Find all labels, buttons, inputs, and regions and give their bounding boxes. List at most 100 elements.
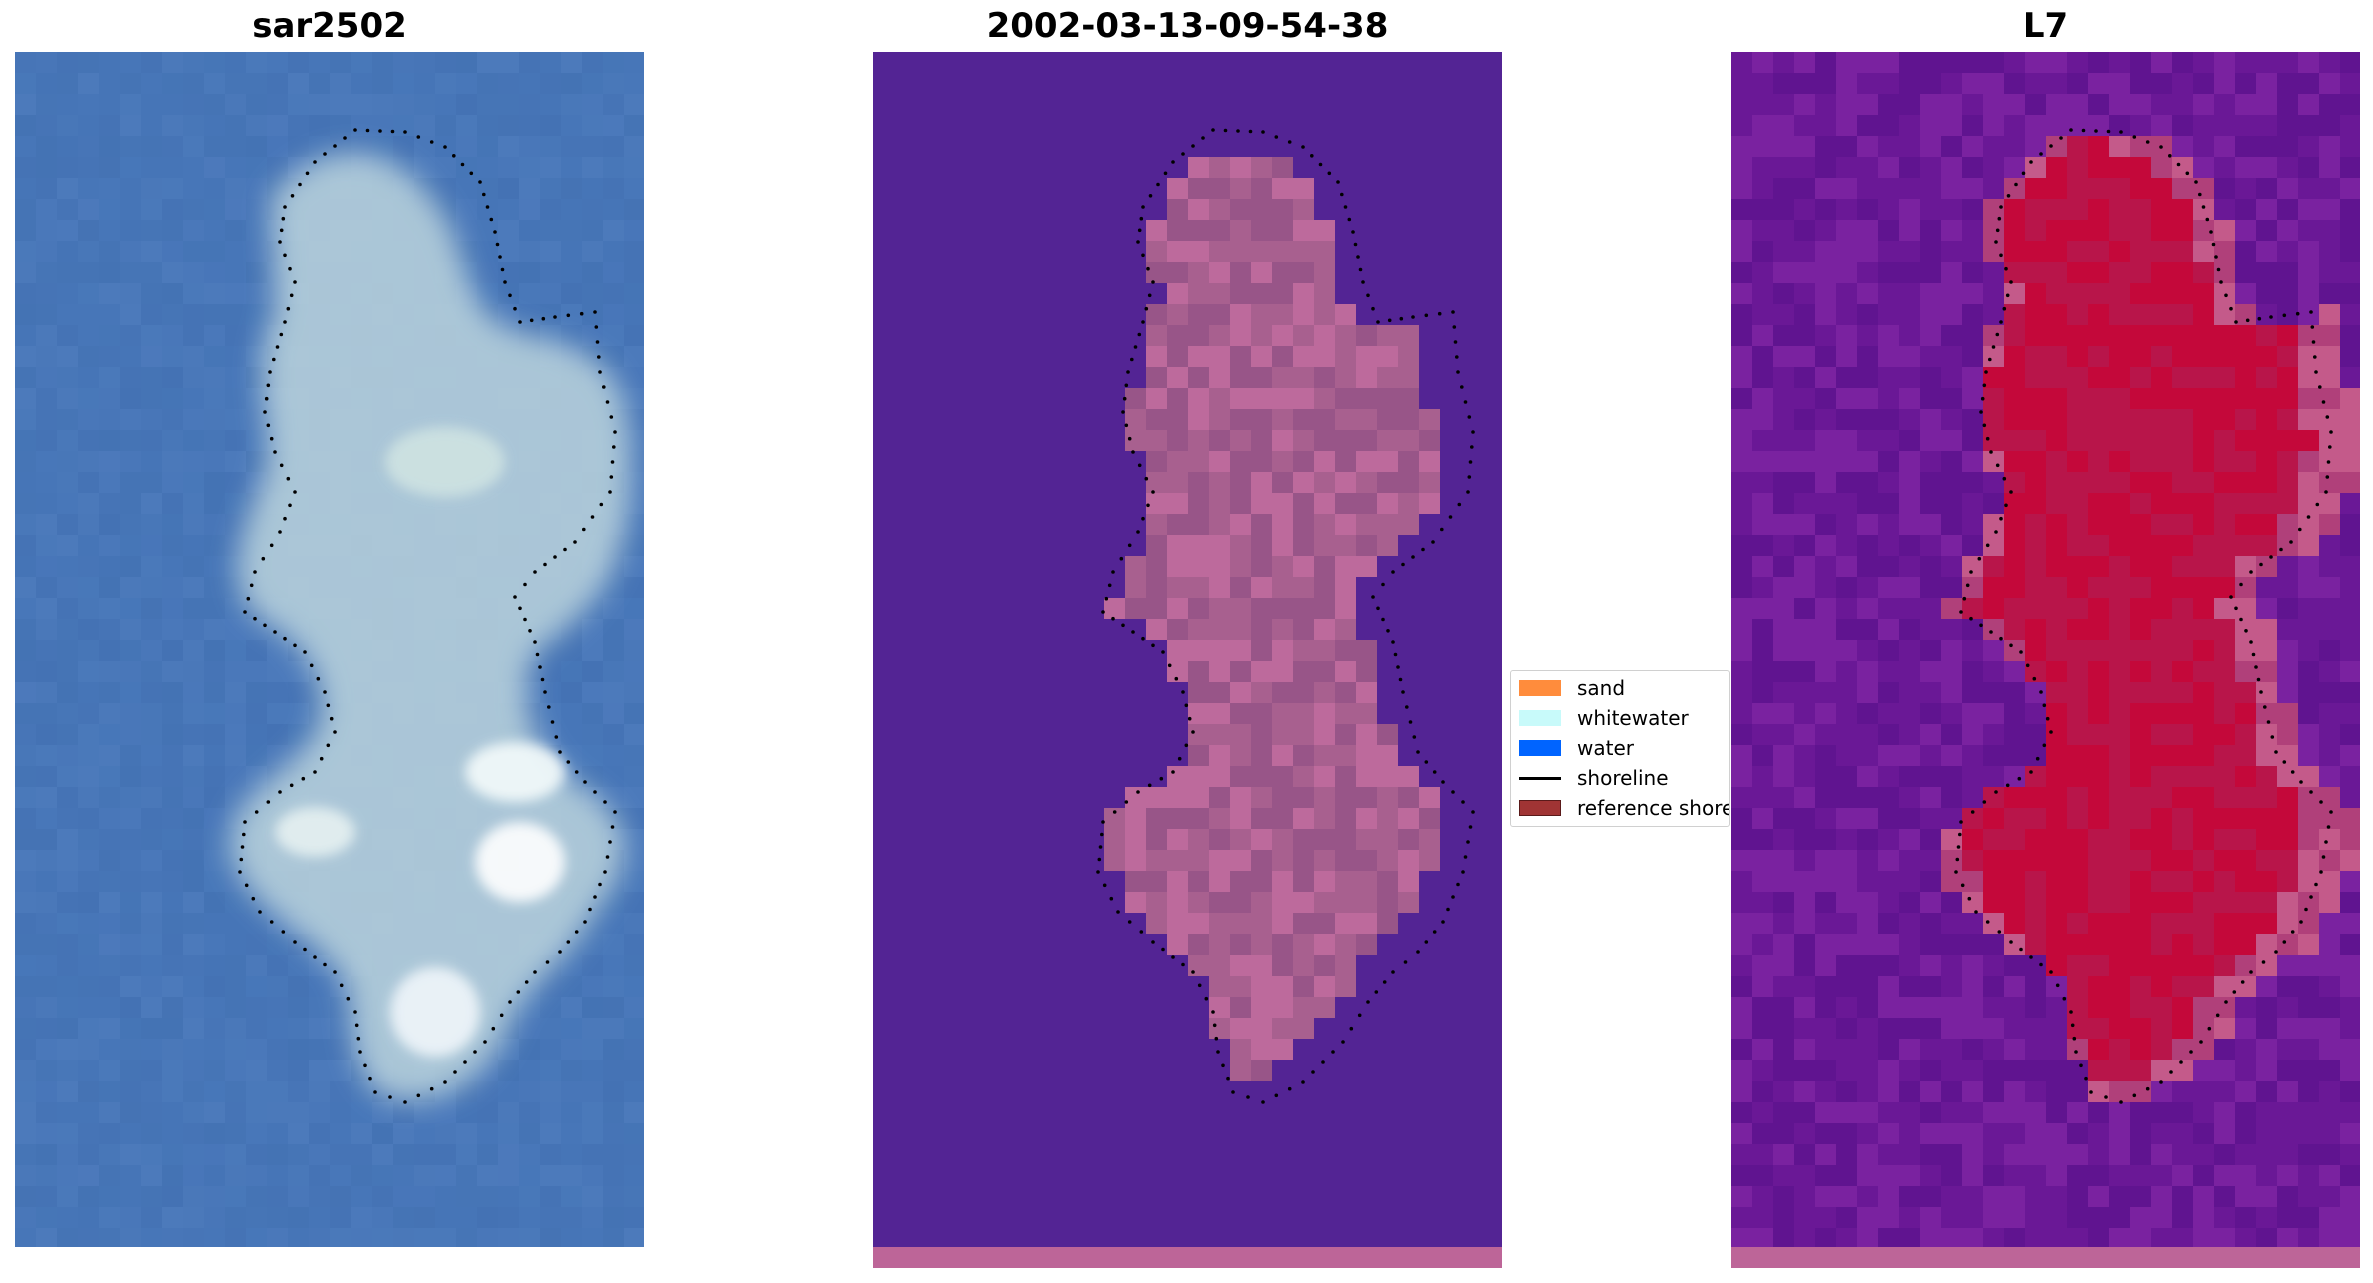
shoreline-dot (1457, 502, 1462, 507)
pixel (1272, 766, 1293, 787)
pixel (1920, 493, 1941, 514)
pixel (2151, 409, 2172, 430)
pixel (1209, 661, 1230, 682)
pixel (1104, 829, 1125, 850)
pixel (2004, 367, 2025, 388)
pixel (1731, 1018, 1752, 1039)
pixel (582, 283, 603, 304)
shoreline-dot (2261, 960, 2266, 964)
pixel (2256, 514, 2277, 535)
pixel (1293, 367, 1314, 388)
pixel (2214, 892, 2235, 913)
pixel (2214, 871, 2235, 892)
pixel (99, 808, 120, 829)
pixel (1293, 283, 1314, 304)
shoreline-dot (1204, 996, 1209, 1001)
pixel (2151, 1060, 2172, 1081)
pixel (1836, 556, 1857, 577)
pixel (1272, 703, 1293, 724)
pixel (1794, 556, 1815, 577)
shoreline-dot (1997, 216, 2002, 221)
pixel (1356, 388, 1377, 409)
pixel (2025, 976, 2046, 997)
pixel (78, 52, 99, 73)
pixel (2130, 1165, 2151, 1186)
shoreline-dot (554, 735, 559, 739)
pixel (1272, 745, 1293, 766)
pixel (36, 997, 57, 1018)
pixel (1857, 451, 1878, 472)
pixel (15, 913, 36, 934)
pixel (1941, 1018, 1962, 1039)
pixel (1167, 913, 1188, 934)
shoreline-dot (2299, 780, 2303, 784)
pixel (2067, 829, 2088, 850)
pixel (1146, 409, 1167, 430)
pixel (1836, 598, 1857, 619)
pixel (57, 808, 78, 829)
shoreline-dot (2094, 129, 2098, 133)
pixel (2235, 304, 2256, 325)
pixel (1272, 661, 1293, 682)
pixel (1251, 955, 1272, 976)
pixel (120, 598, 141, 619)
pixel (2235, 1207, 2256, 1228)
pixel (540, 1060, 561, 1081)
pixel (1983, 1165, 2004, 1186)
pixel (57, 115, 78, 136)
pixel (1878, 598, 1899, 619)
pixel (540, 94, 561, 115)
pixel (2004, 304, 2025, 325)
pixel (141, 556, 162, 577)
pixel (2025, 661, 2046, 682)
pixel (1356, 514, 1377, 535)
legend-item-water: water (1519, 736, 1634, 760)
shoreline-dot (1226, 1076, 1230, 1081)
pixel (1314, 619, 1335, 640)
pixel (2109, 829, 2130, 850)
pixel (624, 199, 644, 220)
pixel (1773, 1018, 1794, 1039)
pixel (1794, 766, 1815, 787)
pixel (162, 661, 183, 682)
pixel (477, 73, 498, 94)
pixel (1125, 409, 1146, 430)
pixel (99, 619, 120, 640)
shoreline-dot (1100, 832, 1104, 837)
pixel (225, 52, 246, 73)
pixel (1836, 577, 1857, 598)
pixel (1230, 892, 1251, 913)
pixel (582, 1165, 603, 1186)
pixel (2193, 640, 2214, 661)
pixel (561, 304, 582, 325)
pixel (2319, 430, 2340, 451)
pixel (2046, 304, 2067, 325)
pixel (624, 367, 644, 388)
pixel (1209, 241, 1230, 262)
pixel (1251, 178, 1272, 199)
pixel (2109, 766, 2130, 787)
pixel (2151, 1186, 2172, 1207)
pixel (183, 556, 204, 577)
pixel (2004, 325, 2025, 346)
pixel (1293, 682, 1314, 703)
pixel (2172, 1039, 2193, 1060)
pixel (1899, 115, 1920, 136)
pixel (2172, 640, 2193, 661)
pixel (603, 1207, 624, 1228)
pixel (2193, 409, 2214, 430)
pixel (1314, 430, 1335, 451)
pixel (372, 1207, 393, 1228)
pixel (1251, 514, 1272, 535)
pixel (36, 325, 57, 346)
pixel (519, 1165, 540, 1186)
shoreline-dot (339, 983, 344, 988)
pixel (2151, 577, 2172, 598)
pixel (120, 892, 141, 913)
pixel (246, 934, 267, 955)
pixel (1983, 682, 2004, 703)
pixel (624, 619, 644, 640)
pixel (141, 304, 162, 325)
pixel (2067, 871, 2088, 892)
pixel (1920, 724, 1941, 745)
